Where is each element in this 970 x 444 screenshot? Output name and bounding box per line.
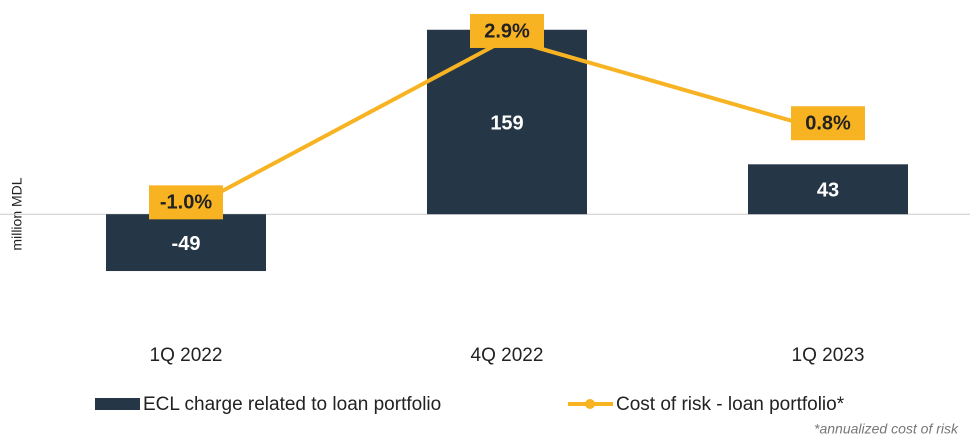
bar bbox=[748, 164, 908, 215]
line-label-box bbox=[149, 185, 223, 220]
bar bbox=[427, 29, 587, 215]
line-label-box bbox=[470, 13, 544, 48]
bar-value-label: -49 bbox=[172, 233, 201, 255]
line-value-label: -1.0% bbox=[160, 192, 212, 214]
x-tick-label: 4Q 2022 bbox=[471, 345, 544, 366]
line-value-label: 0.8% bbox=[805, 113, 851, 135]
legend-swatch bbox=[95, 398, 140, 410]
legend-marker bbox=[585, 399, 595, 409]
legend-label: ECL charge related to loan portfolio bbox=[143, 394, 441, 415]
x-tick-label: 1Q 2022 bbox=[150, 345, 223, 366]
legend-label: Cost of risk - loan portfolio* bbox=[616, 394, 845, 415]
bar-value-label: 159 bbox=[490, 112, 523, 134]
line-label-box bbox=[791, 106, 865, 141]
bar bbox=[106, 214, 266, 272]
x-tick-label: 1Q 2023 bbox=[792, 345, 865, 366]
bar-value-label: 43 bbox=[817, 180, 839, 202]
footnote: *annualized cost of risk bbox=[814, 421, 959, 437]
line-value-label: 2.9% bbox=[484, 20, 530, 42]
